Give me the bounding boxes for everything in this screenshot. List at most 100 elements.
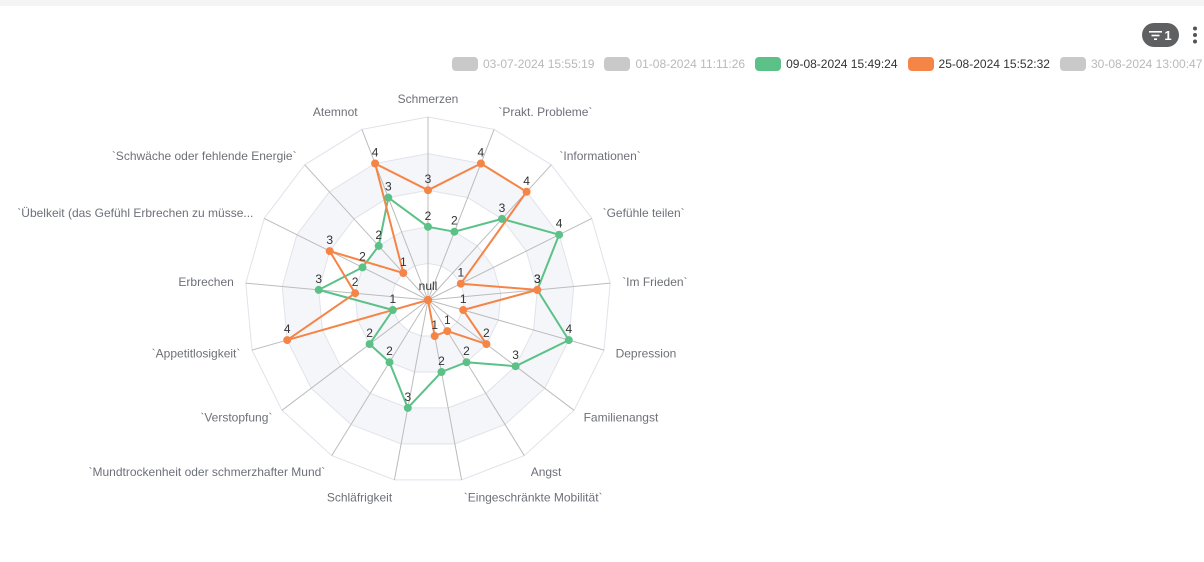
series-1-point-13	[351, 289, 360, 298]
more-vertical-icon[interactable]	[1189, 25, 1201, 45]
series-1-point-8	[430, 332, 439, 340]
category-label-16: Atemnot	[313, 105, 358, 119]
series-0-value-label-10: 2	[386, 344, 393, 358]
category-label-14: `Übelkeit (das Gefühl Erbrechen zu müsse…	[17, 206, 253, 220]
series-1-point-3	[456, 279, 465, 288]
legend-label: 25-08-2024 15:52:32	[938, 57, 1050, 71]
series-1-point-16	[371, 159, 380, 168]
series-0-point-5	[564, 336, 573, 345]
legend-item-4[interactable]: 30-08-2024 13:00:47	[1059, 57, 1203, 71]
legend-swatch	[604, 57, 631, 71]
category-label-10: `Mundtrockenheit oder schmerzhafter Mund…	[89, 465, 326, 479]
series-0-value-label-14: 2	[359, 249, 366, 263]
legend-label: 09-08-2024 15:49:24	[786, 57, 898, 71]
series-1-value-label-4: 3	[534, 272, 541, 286]
category-label-11: `Verstopfung`	[200, 411, 272, 425]
series-1-point-2	[522, 187, 531, 196]
legend-item-3[interactable]: 25-08-2024 15:52:32	[907, 57, 1050, 71]
series-1-value-label-12: 4	[284, 322, 291, 336]
filter-button[interactable]: 1	[1142, 23, 1179, 47]
legend-label: 03-07-2024 15:55:19	[483, 57, 595, 71]
category-label-3: `Gefühle teilen`	[603, 206, 685, 220]
series-0-value-label-6: 3	[512, 348, 519, 362]
series-1-value-label-16: 4	[372, 146, 379, 160]
category-label-8: `Eingeschränkte Mobilität`	[464, 491, 603, 505]
series-1-value-label-8: 1	[431, 318, 438, 332]
legend-item-2[interactable]: 09-08-2024 15:49:24	[755, 57, 898, 71]
series-0-value-label-15: 2	[375, 228, 382, 242]
axis-line-10	[331, 299, 429, 456]
axis-line-11	[281, 299, 429, 411]
series-1-value-label-5: 1	[460, 292, 467, 306]
category-label-9: Schläfrigkeit	[327, 491, 393, 505]
top-strip	[0, 0, 1204, 6]
series-1-point-5	[459, 306, 468, 314]
series-1-value-label-6: 2	[483, 326, 490, 340]
category-label-4: `Im Frieden`	[622, 275, 687, 289]
series-1-value-label-2: 4	[523, 174, 530, 188]
legend-swatch	[452, 57, 478, 71]
axis-line-13	[245, 282, 429, 301]
category-label-15: `Schwäche oder fehlende Energie`	[112, 149, 297, 163]
center-label: null	[419, 279, 438, 293]
series-0-value-label-3: 4	[556, 217, 563, 231]
series-0-point-16	[384, 193, 393, 202]
legend-item-1[interactable]: 01-08-2024 11:11:26	[604, 57, 745, 71]
series-0-value-label-0: 2	[425, 209, 432, 223]
series-1-point-6	[482, 340, 491, 349]
series-line-1	[286, 162, 539, 346]
legend-swatch	[1059, 57, 1086, 71]
series-1-point-14	[325, 247, 334, 256]
series-1-value-label-13: 2	[352, 275, 359, 289]
series-1-value-label-14: 3	[326, 233, 333, 247]
series-0-value-label-12: 1	[389, 292, 396, 306]
axis-line-15	[304, 164, 429, 301]
axis-line-2	[427, 164, 552, 301]
series-1-point-15	[399, 269, 408, 277]
category-label-2: `Informationen`	[559, 149, 640, 163]
series-1-value-label-1: 4	[478, 146, 485, 160]
series-0-point-2	[498, 214, 506, 223]
filter-icon	[1149, 30, 1163, 40]
legend-label: 30-08-2024 13:00:47	[1090, 57, 1203, 71]
axis-line-9	[393, 299, 429, 480]
series-1-value-label-3: 1	[457, 266, 464, 280]
series-0-value-label-2: 3	[499, 201, 506, 215]
series-0-point-11	[365, 340, 374, 349]
series-0-point-8	[437, 368, 446, 376]
series-1-point-0	[424, 186, 432, 195]
axis-line-7	[427, 299, 525, 456]
series-0-point-7	[462, 358, 471, 367]
series-0-value-label-9: 3	[404, 390, 411, 404]
axis-line-6	[427, 299, 575, 411]
series-0-point-1	[450, 227, 459, 236]
series-0-point-12	[388, 306, 397, 314]
series-0-value-label-13: 3	[315, 272, 322, 286]
series-0-value-label-11: 2	[366, 326, 373, 340]
series-line-0	[317, 196, 570, 409]
series-0-value-label-1: 2	[451, 214, 458, 228]
category-label-13: Erbrechen	[178, 275, 233, 289]
series-1-point-12	[283, 336, 292, 345]
series-0-value-label-7: 2	[463, 344, 470, 358]
category-label-1: `Prakt. Probleme`	[498, 105, 592, 119]
series-0-value-label-4: 3	[534, 272, 541, 286]
series-0-point-0	[424, 222, 432, 231]
series-1-value-label-7: 1	[444, 313, 451, 327]
axis-line-1	[427, 129, 495, 301]
series-0-point-9	[403, 403, 412, 412]
series-1-value-label-0: 3	[425, 172, 432, 186]
category-label-6: Familienangst	[584, 411, 659, 425]
legend-item-0[interactable]: 03-07-2024 15:55:19	[452, 57, 594, 71]
axis-line-4	[427, 282, 611, 301]
filter-count: 1	[1164, 27, 1172, 43]
chart-legend: 03-07-2024 15:55:19 01-08-2024 11:11:26 09…	[452, 57, 1202, 71]
series-0-point-6	[511, 362, 520, 371]
series-0-point-15	[374, 241, 383, 250]
category-label-5: Depression	[616, 346, 677, 360]
series-1-value-label-15: 1	[400, 255, 407, 269]
series-0-value-label-16: 3	[385, 180, 392, 194]
series-0-point-3	[555, 230, 564, 239]
axis-line-5	[427, 299, 605, 351]
legend-label: 01-08-2024 11:11:26	[635, 57, 746, 71]
